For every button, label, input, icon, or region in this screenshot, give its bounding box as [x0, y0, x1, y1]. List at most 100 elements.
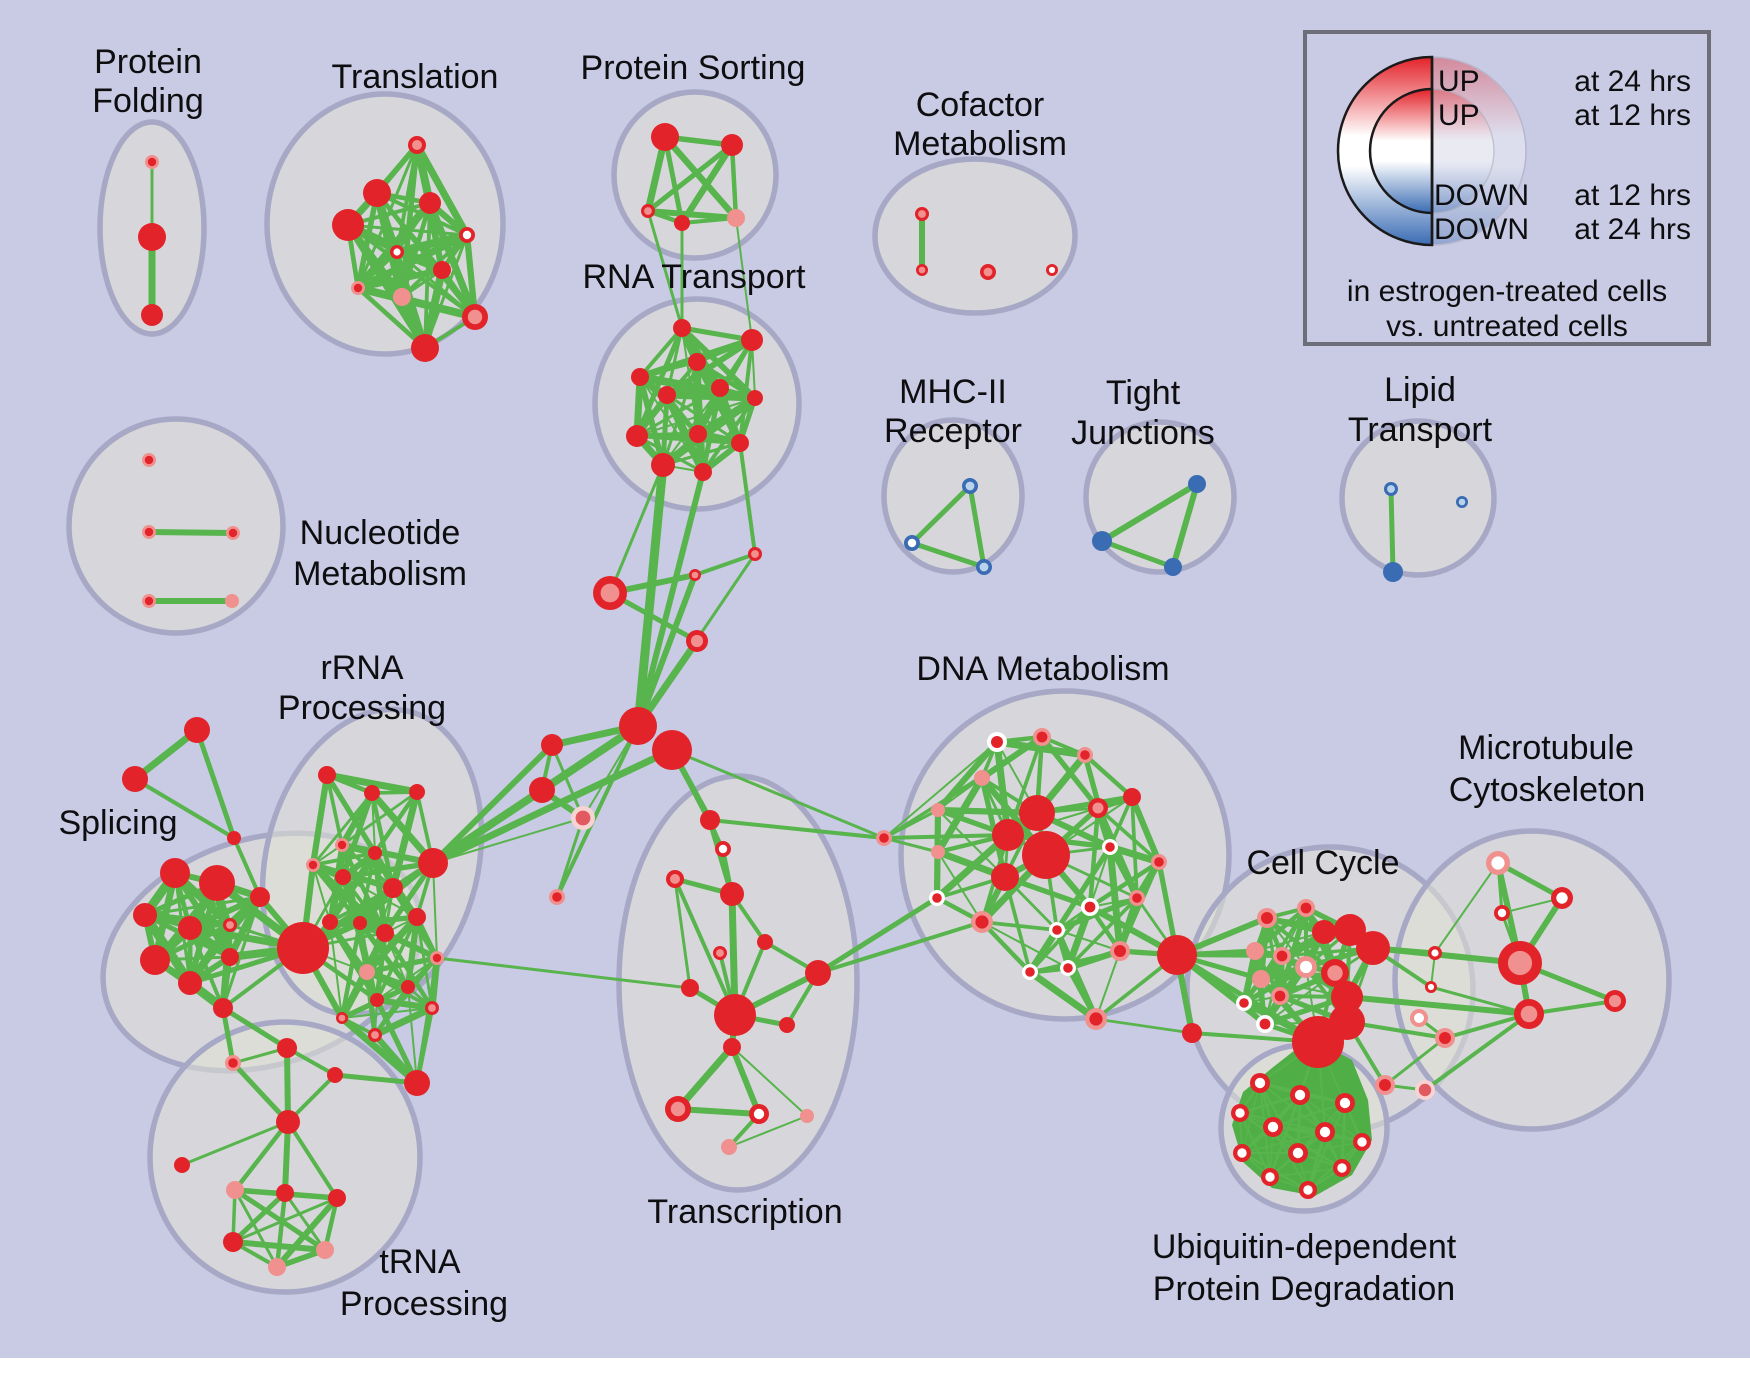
- gene-node[interactable]: [720, 882, 744, 906]
- gene-node[interactable]: [741, 329, 763, 351]
- gene-node[interactable]: [332, 209, 364, 241]
- gene-node[interactable]: [160, 858, 190, 888]
- gene-node[interactable]: [353, 916, 367, 930]
- gene-node[interactable]: [213, 998, 233, 1018]
- gene-node[interactable]: [370, 993, 384, 1007]
- gene-node[interactable]: [335, 869, 351, 885]
- gene-node[interactable]: [991, 863, 1019, 891]
- gene-node[interactable]: [433, 261, 451, 279]
- gene-node[interactable]: [404, 1070, 430, 1096]
- gene-node[interactable]: [658, 386, 676, 404]
- gene-node[interactable]: [383, 878, 403, 898]
- gene-node[interactable]: [619, 707, 657, 745]
- gene-node[interactable]: [122, 766, 148, 792]
- gene-node[interactable]: [359, 964, 375, 980]
- gene-node[interactable]: [368, 846, 382, 860]
- gene-node[interactable]: [631, 368, 649, 386]
- gene-node[interactable]: [225, 594, 239, 608]
- gene-node[interactable]: [199, 865, 235, 901]
- gene-node[interactable]: [541, 734, 563, 756]
- gene-node[interactable]: [800, 1109, 814, 1123]
- gene-node[interactable]: [221, 948, 239, 966]
- gene-node[interactable]: [364, 785, 380, 801]
- gene-node[interactable]: [673, 319, 691, 337]
- gene-node[interactable]: [276, 1110, 300, 1134]
- gene-node[interactable]: [721, 1139, 737, 1155]
- gene-node[interactable]: [322, 914, 338, 930]
- gene-node[interactable]: [931, 803, 945, 817]
- gene-node[interactable]: [529, 777, 555, 803]
- gene-node[interactable]: [1252, 970, 1270, 988]
- gene-node[interactable]: [363, 179, 391, 207]
- gene-node[interactable]: [626, 425, 648, 447]
- gene-node[interactable]: [328, 1189, 346, 1207]
- gene-node[interactable]: [1164, 558, 1182, 576]
- gene-node[interactable]: [376, 924, 394, 942]
- gene-node[interactable]: [276, 1184, 294, 1202]
- gene-node[interactable]: [714, 994, 756, 1036]
- gene-node[interactable]: [1022, 831, 1070, 879]
- gene-node[interactable]: [184, 717, 210, 743]
- gene-node[interactable]: [689, 425, 707, 443]
- gene-node[interactable]: [992, 819, 1024, 851]
- gene-node[interactable]: [1246, 942, 1264, 960]
- gene-node[interactable]: [651, 123, 679, 151]
- gene-node[interactable]: [931, 845, 945, 859]
- gene-node[interactable]: [401, 980, 415, 994]
- gene-node[interactable]: [1312, 920, 1336, 944]
- gene-node[interactable]: [419, 192, 441, 214]
- gene-node[interactable]: [688, 353, 706, 371]
- gene-node[interactable]: [1182, 1023, 1202, 1043]
- gene-node[interactable]: [1157, 935, 1197, 975]
- gene-node[interactable]: [1019, 795, 1055, 831]
- gene-node[interactable]: [694, 463, 712, 481]
- gene-node[interactable]: [681, 979, 699, 997]
- gene-node[interactable]: [731, 434, 749, 452]
- gene-node[interactable]: [779, 1017, 795, 1033]
- gene-node[interactable]: [805, 960, 831, 986]
- gene-node[interactable]: [727, 209, 745, 227]
- gene-node[interactable]: [250, 887, 270, 907]
- gene-node[interactable]: [277, 922, 329, 974]
- gene-node-core: [1319, 1126, 1331, 1138]
- gene-node[interactable]: [138, 223, 166, 251]
- gene-node[interactable]: [178, 916, 202, 940]
- gene-node[interactable]: [1334, 914, 1366, 946]
- gene-node[interactable]: [747, 390, 763, 406]
- gene-node[interactable]: [1188, 475, 1206, 493]
- gene-node[interactable]: [411, 334, 439, 362]
- gene-node[interactable]: [1329, 1004, 1365, 1040]
- gene-node[interactable]: [318, 766, 336, 784]
- gene-node[interactable]: [223, 1232, 243, 1252]
- gene-node[interactable]: [327, 1067, 343, 1083]
- gene-node[interactable]: [757, 934, 773, 950]
- gene-node[interactable]: [226, 1181, 244, 1199]
- gene-node[interactable]: [268, 1258, 286, 1276]
- gene-node[interactable]: [1383, 562, 1403, 582]
- gene-node[interactable]: [316, 1241, 334, 1259]
- gene-node[interactable]: [140, 945, 170, 975]
- gene-node[interactable]: [651, 453, 675, 477]
- gene-node[interactable]: [393, 288, 411, 306]
- cluster-label-splicing: Splicing: [58, 804, 177, 842]
- gene-node[interactable]: [418, 848, 448, 878]
- gene-node[interactable]: [1331, 981, 1363, 1013]
- gene-node[interactable]: [1092, 531, 1112, 551]
- gene-node[interactable]: [1123, 788, 1141, 806]
- gene-node[interactable]: [409, 784, 425, 800]
- gene-node[interactable]: [227, 831, 241, 845]
- gene-node[interactable]: [711, 379, 729, 397]
- gene-node[interactable]: [277, 1038, 297, 1058]
- gene-node[interactable]: [1356, 931, 1390, 965]
- gene-node[interactable]: [652, 730, 692, 770]
- gene-node[interactable]: [141, 304, 163, 326]
- gene-node[interactable]: [974, 770, 990, 786]
- gene-node[interactable]: [178, 971, 202, 995]
- gene-node[interactable]: [674, 215, 690, 231]
- gene-node[interactable]: [408, 908, 426, 926]
- gene-node[interactable]: [700, 810, 720, 830]
- gene-node[interactable]: [723, 1038, 741, 1056]
- gene-node[interactable]: [133, 903, 157, 927]
- gene-node[interactable]: [721, 134, 743, 156]
- gene-node[interactable]: [174, 1157, 190, 1173]
